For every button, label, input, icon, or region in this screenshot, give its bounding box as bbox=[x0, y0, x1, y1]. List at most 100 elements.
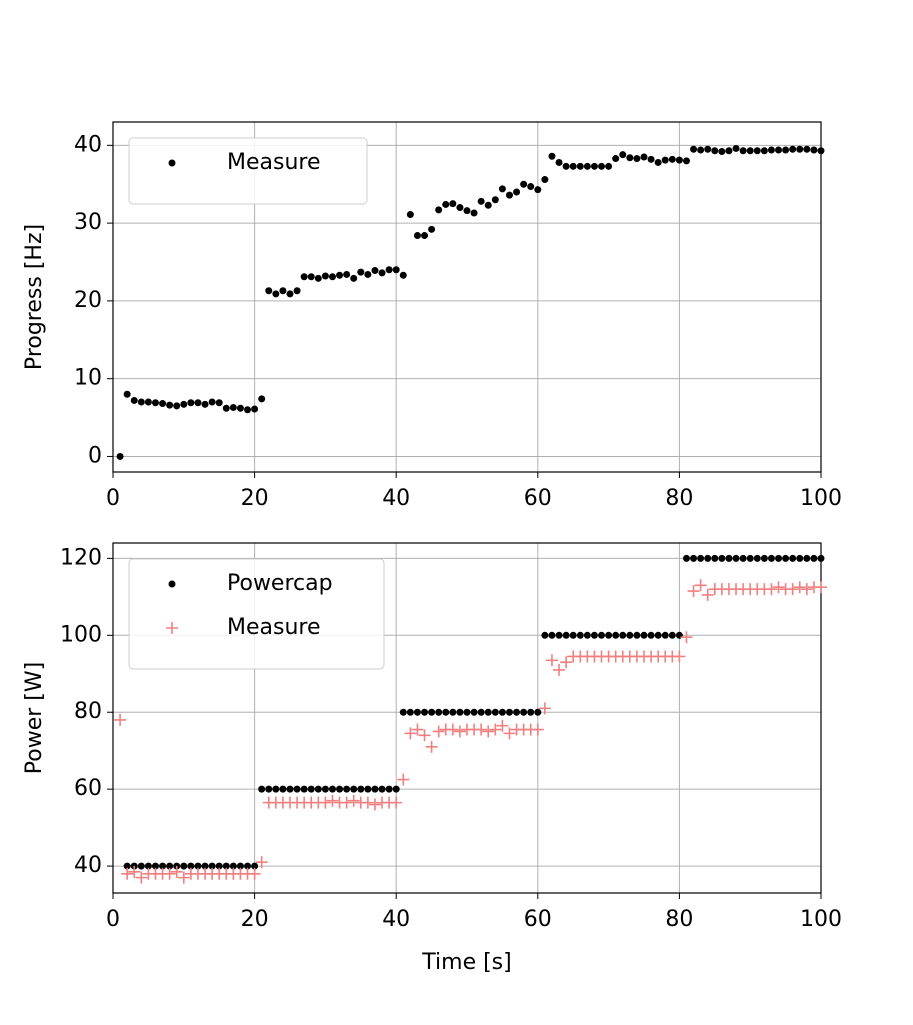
dot-marker bbox=[279, 785, 287, 793]
dot-marker bbox=[123, 862, 131, 870]
dot-marker bbox=[796, 554, 804, 562]
legend-box bbox=[128, 558, 385, 670]
dot-marker bbox=[392, 785, 400, 793]
dot-marker bbox=[336, 785, 344, 793]
dot-marker bbox=[265, 785, 273, 793]
dot-marker bbox=[321, 785, 329, 793]
x-tick-label: 0 bbox=[106, 486, 120, 511]
dot-marker bbox=[732, 144, 740, 152]
y-tick-label: 120 bbox=[60, 545, 102, 570]
dot-marker bbox=[442, 200, 450, 208]
dot-marker bbox=[690, 554, 698, 562]
dot-marker bbox=[336, 271, 344, 279]
plus-marker bbox=[340, 796, 353, 809]
dot-marker bbox=[258, 785, 266, 793]
dot-marker bbox=[541, 176, 549, 184]
x-tick-label: 0 bbox=[106, 907, 120, 932]
dot-marker bbox=[619, 151, 627, 159]
x-tick-label: 100 bbox=[800, 486, 842, 511]
y-axis-label: Power [W] bbox=[22, 662, 47, 774]
plus-marker bbox=[694, 579, 707, 592]
dot-marker bbox=[498, 185, 506, 193]
dot-marker bbox=[321, 272, 329, 280]
dot-marker bbox=[746, 147, 754, 155]
y-tick-label: 40 bbox=[74, 853, 102, 878]
dot-marker bbox=[767, 146, 775, 154]
dot-marker bbox=[569, 631, 577, 639]
dot-marker bbox=[378, 269, 386, 277]
dot-marker bbox=[590, 631, 598, 639]
dot-marker bbox=[421, 708, 429, 716]
plus-marker bbox=[503, 727, 516, 740]
plus-marker bbox=[121, 867, 134, 880]
dot-marker bbox=[576, 631, 584, 639]
dot-marker bbox=[456, 204, 464, 212]
dot-marker bbox=[265, 287, 273, 295]
dot-marker bbox=[208, 862, 216, 870]
dot-marker bbox=[187, 399, 195, 407]
dot-marker bbox=[619, 631, 627, 639]
plus-marker bbox=[368, 798, 381, 811]
dot-marker bbox=[421, 232, 429, 240]
plot-frame bbox=[112, 542, 822, 894]
dot-marker bbox=[810, 554, 818, 562]
plus-marker bbox=[255, 856, 268, 869]
dot-marker bbox=[307, 273, 315, 281]
plus-marker bbox=[170, 865, 183, 878]
dot-marker bbox=[782, 146, 790, 154]
plus-marker bbox=[163, 867, 176, 880]
dot-marker bbox=[612, 155, 620, 163]
dot-marker bbox=[314, 785, 322, 793]
plus-marker bbox=[347, 794, 360, 807]
dot-marker bbox=[732, 554, 740, 562]
dot-marker bbox=[222, 404, 230, 412]
dot-marker bbox=[598, 631, 606, 639]
dot-marker bbox=[704, 554, 712, 562]
plus-marker bbox=[390, 796, 403, 809]
dot-marker bbox=[633, 631, 641, 639]
dot-marker bbox=[449, 708, 457, 716]
dot-marker bbox=[208, 398, 216, 406]
dot-marker bbox=[725, 147, 733, 155]
dot-marker bbox=[144, 862, 152, 870]
x-tick-label: 60 bbox=[524, 907, 552, 932]
dot-marker bbox=[711, 554, 719, 562]
dot-marker bbox=[463, 207, 471, 215]
plus-marker bbox=[553, 663, 566, 676]
plus-marker bbox=[432, 725, 445, 738]
y-tick-label: 0 bbox=[88, 443, 102, 468]
y-tick-label: 60 bbox=[74, 776, 102, 801]
dot-marker bbox=[449, 200, 457, 208]
dot-marker bbox=[229, 862, 237, 870]
dot-marker bbox=[286, 290, 294, 298]
dot-marker bbox=[484, 708, 492, 716]
plus-marker bbox=[701, 588, 714, 601]
dot-marker bbox=[406, 708, 414, 716]
dot-marker bbox=[435, 206, 443, 214]
dot-marker bbox=[258, 395, 266, 403]
dot-marker bbox=[251, 862, 259, 870]
dot-marker bbox=[654, 158, 662, 166]
dot-marker bbox=[293, 785, 301, 793]
dot-marker bbox=[357, 268, 365, 276]
x-tick-label: 100 bbox=[800, 907, 842, 932]
dot-marker bbox=[562, 162, 570, 170]
dot-marker bbox=[350, 274, 358, 282]
dot-marker bbox=[746, 554, 754, 562]
dot-marker bbox=[520, 708, 528, 716]
dot-marker bbox=[803, 145, 811, 153]
legend-label: Measure bbox=[227, 615, 321, 640]
plus-marker bbox=[319, 796, 332, 809]
dot-marker bbox=[760, 554, 768, 562]
dot-marker bbox=[371, 267, 379, 275]
dot-marker bbox=[647, 631, 655, 639]
dot-marker bbox=[166, 401, 174, 409]
dot-marker bbox=[555, 158, 563, 166]
dot-marker bbox=[413, 708, 421, 716]
dot-marker bbox=[505, 191, 513, 199]
dot-marker bbox=[513, 188, 521, 196]
y-tick-label: 30 bbox=[74, 210, 102, 235]
dot-marker bbox=[194, 862, 202, 870]
legend-marker bbox=[168, 159, 176, 167]
